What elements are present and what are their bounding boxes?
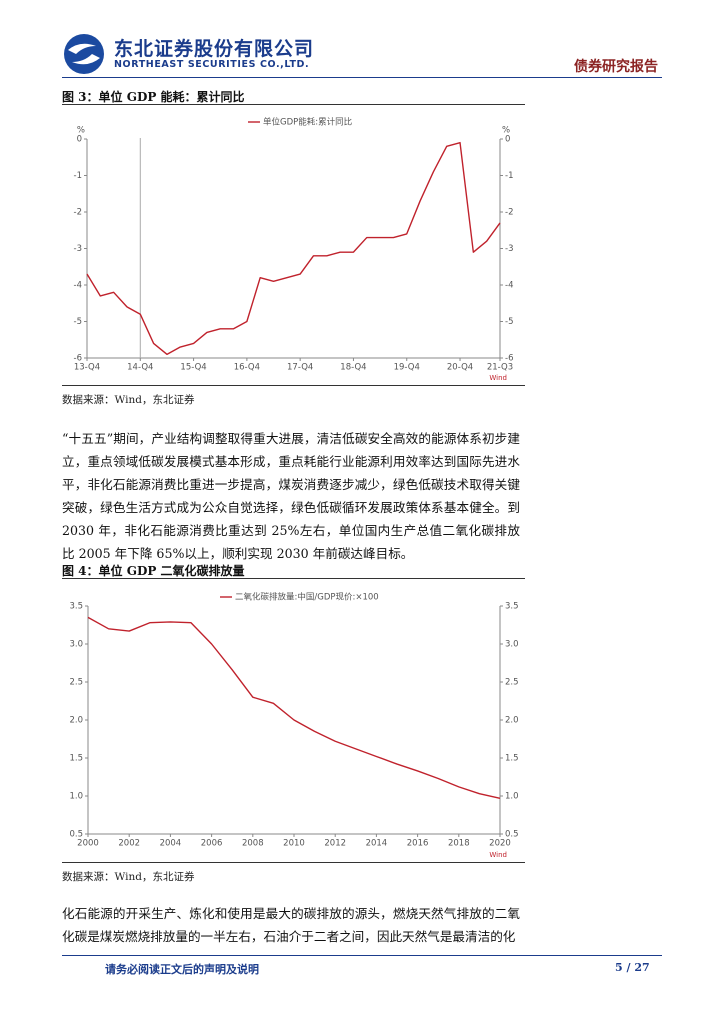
x-tick-label: 2014 (366, 839, 388, 849)
x-tick-label: 2000 (77, 839, 99, 849)
x-tick-label: 2006 (201, 839, 223, 849)
y-tick-label: -2 (505, 208, 513, 218)
y2-unit: % (502, 126, 510, 136)
paragraph: 化石能源的开采生产、炼化和使用是最大的碳排放的源头，燃烧天然气排放的二氧化碳是煤… (62, 906, 520, 944)
x-tick-label: 18-Q4 (340, 363, 366, 373)
logo (64, 34, 104, 74)
y-tick-label: 3.0 (69, 640, 83, 650)
x-tick-label: 14-Q4 (127, 363, 153, 373)
y-tick-label: 3.5 (69, 602, 83, 612)
chart: 3.5 3.0 2.5 2.0 1.5 1.0 0.5 3.5 3.0 2.5 2.0 1.5 1.0 0… (69, 592, 519, 860)
y-tick-label: -4 (74, 281, 82, 291)
figure-title: 图 4：单位 GDP 二氧化碳排放量 (62, 564, 245, 578)
x-tick-label: 2004 (160, 839, 182, 849)
y-tick-label: 3.5 (505, 602, 519, 612)
y-tick-label: -6 (505, 354, 513, 364)
x-tick-label: 17-Q4 (287, 363, 313, 373)
x-tick-label: 2010 (283, 839, 305, 849)
y-tick-label: 2.0 (69, 716, 83, 726)
y-tick-label: 1.5 (505, 754, 519, 764)
y-tick-label: 0.5 (69, 830, 83, 840)
source-label: Wind (489, 851, 507, 859)
y-tick-label: -1 (74, 171, 82, 181)
y-tick-label: 0.5 (505, 830, 519, 840)
y-tick-label: -6 (74, 354, 82, 364)
x-tick-label: 13-Q4 (74, 363, 100, 373)
source: 数据来源：Wind，东北证券 (62, 394, 195, 406)
header-rule (62, 77, 662, 78)
y-tick-label: 2.5 (505, 678, 519, 688)
footer-rule (62, 955, 662, 956)
x-tick-label: 19-Q4 (394, 363, 420, 373)
series-line (86, 141, 501, 356)
x-tick-label: 20-Q4 (447, 363, 473, 373)
disclaimer: 请务必阅读正文后的声明及说明 (105, 963, 259, 976)
y-tick-label: 3.0 (505, 640, 519, 650)
y-tick-label: 1.5 (69, 754, 83, 764)
figure-rule (62, 385, 525, 386)
report-type: 债券研究报告 (574, 59, 658, 75)
figure-rule (62, 578, 525, 579)
legend-label: 单位GDP能耗:累计同比 (263, 117, 352, 128)
y-tick-label: -5 (74, 317, 82, 327)
y-tick-label: -2 (74, 208, 82, 218)
x-tick-label: 2020 (489, 839, 511, 849)
page-number: 5 / 27 (615, 961, 650, 974)
y-tick-label: -3 (505, 244, 513, 254)
x-tick-label: 2008 (242, 839, 264, 849)
y-tick-label: 1.0 (505, 792, 519, 802)
y-tick-label: 2.5 (69, 678, 83, 688)
y-tick-label: -1 (505, 171, 513, 181)
x-tick-label: 16-Q4 (234, 363, 260, 373)
source-label: Wind (489, 374, 507, 382)
x-tick-label: 21-Q3 (487, 363, 513, 373)
chart: 0 -1 -2 -3 -4 -5 -6 0 -1 -2 -3 -4 -5 -6% % 13-Q4 14-Q4 15… (74, 117, 514, 383)
figure-rule (62, 104, 525, 105)
y-tick-label: 0 (77, 135, 82, 145)
paragraph: “十五五”期间，产业结构调整取得重大进展，清洁低碳安全高效的能源体系初步建立，重… (62, 431, 520, 561)
source: 数据来源：Wind，东北证券 (62, 871, 195, 883)
y-tick-label: -5 (505, 317, 513, 327)
x-tick-label: 2016 (407, 839, 429, 849)
figure-rule (62, 862, 525, 863)
company-name-en: NORTHEAST SECURITIES CO.,LTD. (114, 59, 310, 70)
series-line (87, 616, 501, 799)
legend-label: 二氧化碳排放量:中国/GDP现价:×100 (235, 592, 379, 603)
x-tick-label: 2018 (448, 839, 470, 849)
y-unit: % (77, 126, 85, 136)
y-tick-label: 0 (505, 135, 510, 145)
y-tick-label: 1.0 (69, 792, 83, 802)
figure-title: 图 3：单位 GDP 能耗：累计同比 (62, 90, 245, 104)
company-name: 东北证券股份有限公司 (114, 38, 315, 60)
y-tick-label: -4 (505, 281, 513, 291)
x-tick-label: 2012 (324, 839, 346, 849)
y-tick-label: 2.0 (505, 716, 519, 726)
x-tick-label: 2002 (118, 839, 140, 849)
x-tick-label: 15-Q4 (180, 363, 206, 373)
y-tick-label: -3 (74, 244, 82, 254)
